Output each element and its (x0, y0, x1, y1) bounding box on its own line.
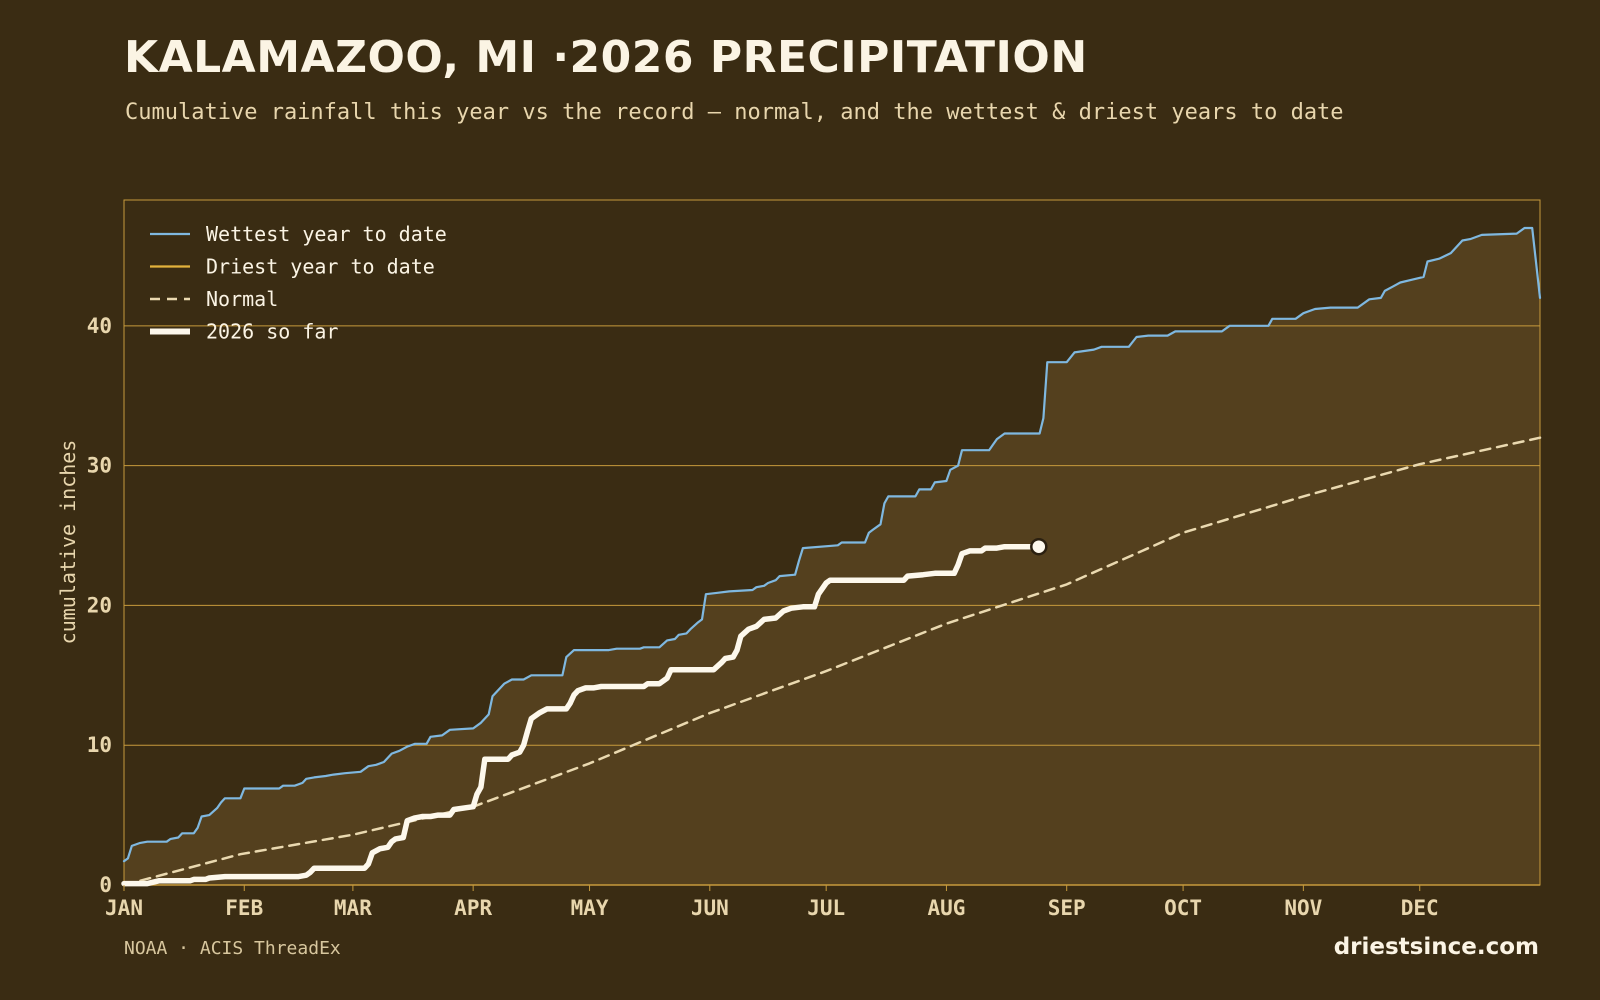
x-tick-label: SEP (1048, 896, 1086, 920)
series-line-2026-so-far (121, 543, 1035, 887)
legend-label-driest-year-to-date: Driest year to date (206, 255, 435, 279)
y-tick-label: 40 (87, 314, 112, 338)
brand-link[interactable]: driestsince.com (1333, 934, 1539, 960)
x-tick-label: FEB (225, 896, 263, 920)
x-tick-label: NOV (1284, 896, 1322, 920)
legend-label-wettest-year-to-date: Wettest year to date (206, 222, 447, 246)
x-tick-label: JUL (807, 896, 845, 920)
chart-subtitle: Cumulative rainfall this year vs the rec… (125, 100, 1344, 125)
data-source: NOAA · ACIS ThreadEx (124, 938, 341, 959)
x-tick-label: MAY (571, 896, 609, 920)
x-tick-label: APR (454, 896, 492, 920)
x-tick-label: AUG (927, 896, 965, 920)
y-tick-label: 20 (87, 593, 112, 617)
x-tick-label: DEC (1401, 896, 1439, 920)
x-tick-label: OCT (1164, 896, 1202, 920)
chart-fill-layer (124, 228, 1540, 885)
y-tick-label: 0 (99, 873, 112, 897)
chart-grid (123, 199, 1541, 886)
x-tick-label: MAR (334, 896, 372, 920)
y-tick-label: 10 (87, 733, 112, 757)
chart-series (121, 226, 1542, 887)
y-axis-label: cumulative inches (56, 440, 80, 645)
legend-label-normal: Normal (206, 287, 278, 311)
series-line-wettest-year-to-date (122, 226, 1542, 863)
wettest-fill-area (124, 228, 1540, 885)
x-tick-label: JAN (105, 896, 143, 920)
y-tick-label: 30 (87, 454, 112, 478)
series-line-normal (122, 436, 1542, 887)
chart-axes: 0 10 20 30 40 JAN FEB MAR APR MAY JUN JUL AUG SEP OCT N… (87, 314, 1439, 920)
legend-label-2026-so-far: 2026 so far (206, 320, 338, 344)
chart-title: KALAMAZOO, MI ·2026 PRECIPITATION (124, 32, 1088, 83)
current-value-marker[interactable] (1030, 537, 1048, 556)
x-tick-label: JUN (691, 896, 729, 920)
chart-legend: Wettest year to date Driest year to date N… (150, 222, 447, 344)
